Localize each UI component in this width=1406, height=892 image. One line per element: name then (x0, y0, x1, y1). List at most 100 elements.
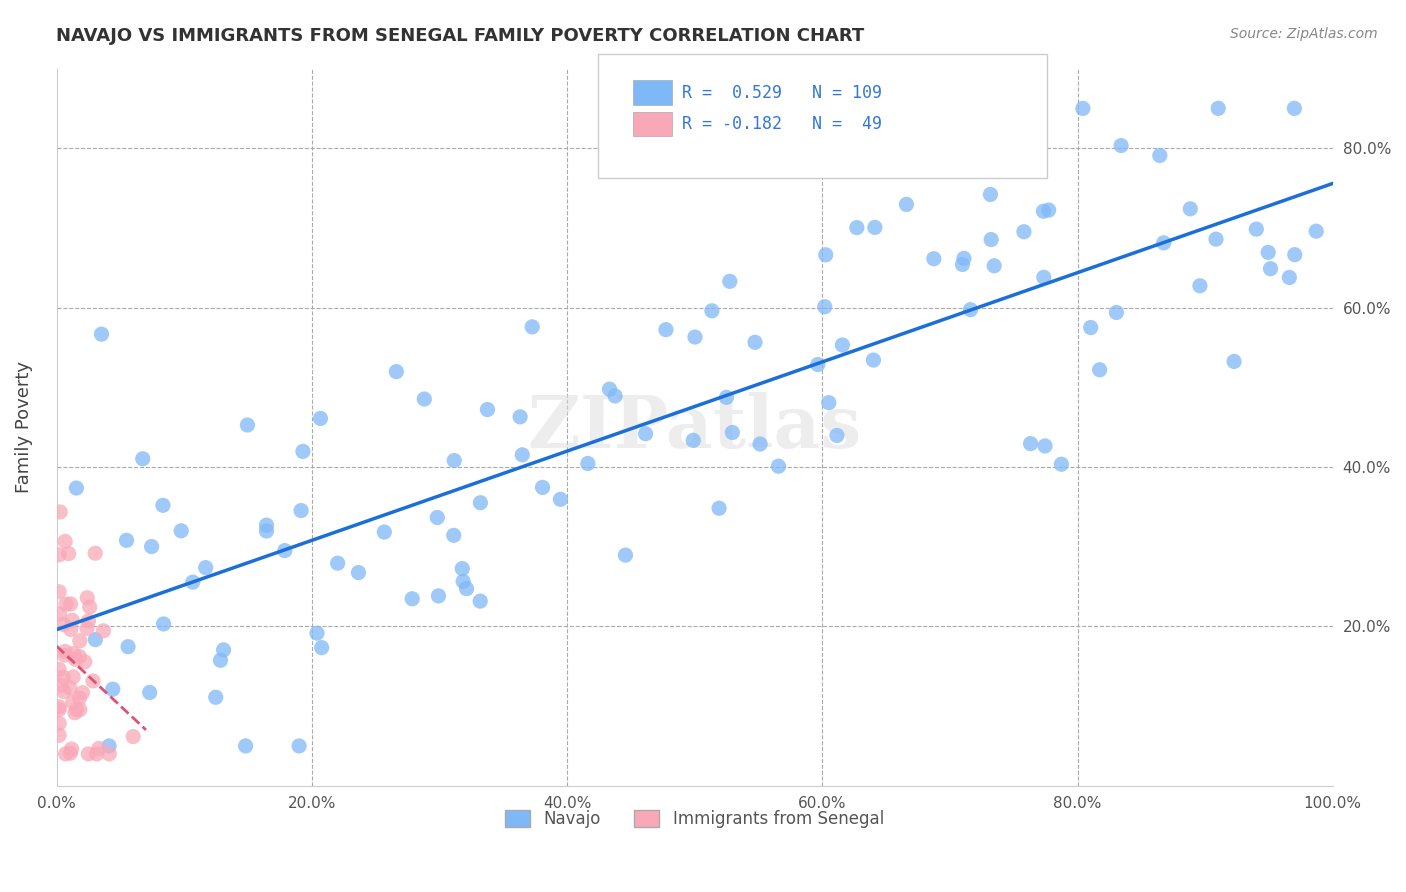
Navajo (170, 524, 193, 538)
Navajo (700, 303, 723, 318)
Navajo (385, 365, 408, 379)
Navajo (194, 560, 217, 574)
Immigrants from Senegal (55, 747, 77, 761)
Text: R =  0.529   N = 109: R = 0.529 N = 109 (682, 84, 882, 102)
Navajo (531, 480, 554, 494)
Immigrants from Senegal (93, 624, 115, 638)
Immigrants from Senegal (48, 702, 70, 716)
Navajo (768, 459, 790, 474)
Navajo (1188, 278, 1211, 293)
Navajo (1206, 101, 1229, 115)
Navajo (510, 448, 533, 462)
Immigrants from Senegal (62, 647, 84, 661)
Immigrants from Senegal (73, 655, 96, 669)
Navajo (451, 574, 474, 589)
Navajo (817, 395, 839, 409)
Navajo (309, 411, 332, 425)
Navajo (274, 543, 297, 558)
Navajo (477, 402, 499, 417)
Navajo (1246, 222, 1268, 236)
Immigrants from Senegal (77, 747, 100, 761)
Navajo (953, 252, 976, 266)
Navajo (749, 437, 772, 451)
Navajo (84, 632, 107, 647)
Navajo (825, 428, 848, 442)
Navajo (290, 503, 312, 517)
Immigrants from Senegal (86, 747, 108, 761)
Navajo (209, 653, 232, 667)
Immigrants from Senegal (51, 678, 73, 692)
Navajo (132, 451, 155, 466)
Immigrants from Senegal (77, 614, 100, 628)
Immigrants from Senegal (62, 695, 84, 709)
Navajo (456, 582, 478, 596)
Navajo (1223, 354, 1246, 368)
Immigrants from Senegal (69, 691, 91, 706)
Navajo (117, 640, 139, 654)
Immigrants from Senegal (82, 673, 104, 688)
Navajo (347, 566, 370, 580)
Navajo (451, 561, 474, 575)
Immigrants from Senegal (69, 633, 91, 648)
Navajo (707, 501, 730, 516)
Navajo (470, 594, 492, 608)
Navajo (212, 643, 235, 657)
Navajo (1284, 101, 1306, 115)
Navajo (326, 556, 349, 570)
Immigrants from Senegal (52, 670, 75, 684)
Navajo (101, 682, 124, 697)
Immigrants from Senegal (53, 648, 76, 662)
Navajo (1038, 202, 1060, 217)
Immigrants from Senegal (58, 547, 80, 561)
Text: NAVAJO VS IMMIGRANTS FROM SENEGAL FAMILY POVERTY CORRELATION CHART: NAVAJO VS IMMIGRANTS FROM SENEGAL FAMILY… (56, 27, 865, 45)
Navajo (204, 690, 226, 705)
Immigrants from Senegal (84, 546, 107, 560)
Navajo (599, 382, 621, 396)
Navajo (718, 274, 741, 288)
Immigrants from Senegal (48, 662, 70, 676)
Navajo (288, 739, 311, 753)
Immigrants from Senegal (72, 686, 94, 700)
Navajo (90, 327, 112, 342)
Immigrants from Senegal (62, 670, 84, 684)
Navajo (65, 481, 87, 495)
Navajo (716, 390, 738, 404)
Navajo (256, 524, 278, 538)
Navajo (470, 496, 492, 510)
Navajo (413, 392, 436, 406)
Immigrants from Senegal (66, 702, 89, 716)
Immigrants from Senegal (48, 584, 70, 599)
Text: ZIPatlas: ZIPatlas (527, 392, 862, 463)
Immigrants from Senegal (48, 699, 70, 714)
Navajo (831, 338, 853, 352)
Navajo (550, 492, 572, 507)
Immigrants from Senegal (67, 649, 90, 664)
Navajo (256, 518, 278, 533)
Navajo (401, 591, 423, 606)
Navajo (1109, 138, 1132, 153)
Navajo (614, 548, 637, 562)
Navajo (807, 358, 830, 372)
Navajo (1019, 436, 1042, 450)
Navajo (305, 626, 328, 640)
Navajo (983, 259, 1005, 273)
Navajo (152, 617, 174, 632)
Immigrants from Senegal (76, 621, 98, 635)
Navajo (814, 248, 837, 262)
Immigrants from Senegal (76, 591, 98, 605)
Navajo (141, 540, 163, 554)
Navajo (634, 426, 657, 441)
Navajo (98, 739, 121, 753)
Navajo (1032, 204, 1054, 219)
Navajo (1278, 270, 1301, 285)
Navajo (1149, 148, 1171, 162)
Navajo (1071, 101, 1094, 115)
Navajo (115, 533, 138, 548)
Immigrants from Senegal (63, 706, 86, 720)
Navajo (509, 409, 531, 424)
Immigrants from Senegal (65, 652, 87, 666)
Navajo (1033, 439, 1056, 453)
Navajo (138, 685, 160, 699)
Immigrants from Senegal (59, 746, 82, 760)
Navajo (1012, 225, 1035, 239)
